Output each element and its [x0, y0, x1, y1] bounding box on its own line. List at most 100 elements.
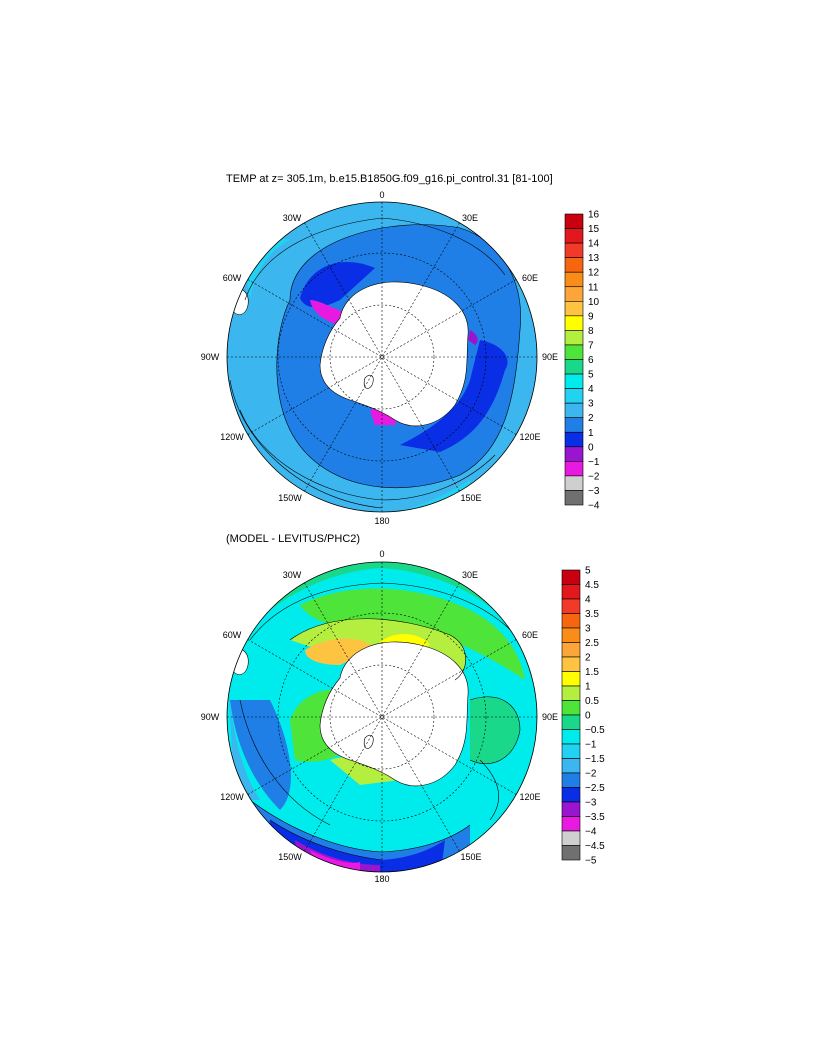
bottom-colorbar-swatch [561, 656, 581, 672]
top-label-150e: 150E [460, 493, 481, 503]
top-label-120e: 120E [519, 432, 540, 442]
bottom-colorbar-swatch [561, 671, 581, 687]
top-colorbar-tick-label: −4 [588, 501, 600, 512]
bottom-colorbar-swatch [561, 830, 581, 846]
bottom-map-title: (MODEL - LEVITUS/PHC2) [226, 533, 361, 545]
top-map-title: TEMP at z= 305.1m, b.e15.B1850G.f09_g16.… [226, 173, 553, 185]
top-label-0: 0 [379, 190, 384, 200]
bottom-colorbar-tick-label: 0 [585, 711, 591, 722]
top-label-120w: 120W [220, 432, 244, 442]
top-colorbar-swatch [564, 242, 584, 258]
top-colorbar-tick-label: −1 [588, 457, 600, 468]
top-label-30w: 30W [283, 213, 302, 223]
bottom-colorbar-tick-label: 4.5 [585, 580, 599, 591]
top-colorbar-swatch [564, 388, 584, 404]
bottom-colorbar-swatch [561, 758, 581, 774]
bottom-label-180: 180 [374, 874, 389, 884]
bottom-label-120e: 120E [519, 792, 540, 802]
bottom-colorbar-tick-label: 2.5 [585, 638, 599, 649]
bottom-colorbar-tick-label: 2 [585, 653, 591, 664]
top-polar-map [226, 201, 538, 513]
bottom-colorbar-swatch [561, 845, 581, 861]
bottom-label-30w: 30W [283, 570, 302, 580]
top-colorbar-swatch [564, 271, 584, 288]
bottom-colorbar-tick-label: 5 [585, 566, 591, 577]
bottom-colorbar-swatch [561, 700, 581, 716]
bottom-colorbar-tick-label: 1.5 [585, 667, 599, 678]
bottom-colorbar-tick-label: −3.5 [585, 812, 605, 823]
top-colorbar-swatch [564, 417, 584, 433]
top-colorbar-tick-label: 3 [588, 399, 594, 410]
top-label-150w: 150W [278, 493, 302, 503]
bottom-colorbar-tick-label: −5 [585, 856, 597, 867]
top-colorbar-swatch [564, 300, 584, 317]
top-colorbar-swatch [564, 257, 584, 273]
top-colorbar-tick-label: −2 [588, 471, 600, 482]
bottom-colorbar-swatch [561, 772, 581, 788]
top-colorbar-swatch [564, 475, 584, 491]
bottom-colorbar-tick-label: −0.5 [585, 725, 605, 736]
bottom-colorbar-tick-label: 0.5 [585, 696, 599, 707]
top-colorbar-tick-label: 9 [588, 311, 594, 322]
top-colorbar-tick-label: 10 [588, 297, 600, 308]
bottom-colorbar-swatch [561, 642, 581, 658]
top-colorbar-swatch [564, 446, 584, 462]
bottom-label-0: 0 [379, 549, 384, 559]
top-colorbar-swatch [564, 286, 584, 302]
bottom-colorbar-swatch [561, 801, 581, 817]
bottom-colorbar-tick-label: −2 [585, 769, 597, 780]
bottom-label-150e: 150E [460, 852, 481, 862]
top-colorbar-tick-label: 6 [588, 355, 594, 366]
top-colorbar-swatch [564, 373, 584, 389]
top-label-60e: 60E [522, 273, 538, 283]
bottom-colorbar-tick-label: 3 [585, 624, 591, 635]
top-colorbar-tick-label: 14 [588, 239, 600, 250]
top-label-90w: 90W [201, 352, 220, 362]
bottom-colorbar-tick-label: 4 [585, 595, 591, 606]
bottom-label-150w: 150W [278, 852, 302, 862]
top-colorbar-tick-label: 1 [588, 428, 594, 439]
top-colorbar-tick-label: 11 [588, 282, 599, 293]
top-colorbar-swatch [564, 228, 584, 244]
bottom-colorbar-tick-label: −1.5 [585, 754, 605, 765]
top-colorbar-tick-label: 8 [588, 326, 594, 337]
bottom-colorbar-swatch [561, 627, 581, 643]
top-colorbar-swatch [564, 330, 584, 346]
bottom-colorbar-tick-label: −2.5 [585, 783, 605, 794]
bottom-colorbar-swatch [561, 816, 581, 832]
top-colorbar-swatch [564, 431, 584, 448]
bottom-colorbar-swatch [561, 729, 581, 745]
bottom-colorbar-tick-label: −3 [585, 798, 597, 809]
bottom-colorbar-swatch [561, 569, 581, 585]
bottom-colorbar-swatch [561, 714, 581, 730]
top-colorbar-tick-label: 12 [588, 268, 600, 279]
bottom-polar-map [226, 561, 538, 873]
top-colorbar-tick-label: 13 [588, 253, 600, 264]
bottom-colorbar-tick-label: −4 [585, 827, 597, 838]
bottom-label-90w: 90W [201, 712, 220, 722]
top-colorbar-swatch [564, 213, 584, 229]
top-label-180: 180 [374, 516, 389, 526]
top-colorbar-swatch [564, 359, 584, 375]
bottom-colorbar-tick-label: 1 [585, 682, 591, 693]
top-colorbar-tick-label: 16 [588, 210, 600, 221]
bottom-label-60w: 60W [223, 630, 242, 640]
bottom-colorbar-tick-label: −4.5 [585, 841, 605, 852]
top-colorbar-tick-label: 15 [588, 224, 600, 235]
bottom-colorbar-swatch [561, 787, 581, 803]
top-colorbar-tick-label: −3 [588, 486, 600, 497]
bottom-label-90e: 90E [542, 712, 558, 722]
top-colorbar-tick-label: 2 [588, 413, 594, 424]
bottom-colorbar-swatch [561, 685, 581, 701]
top-colorbar-tick-label: 4 [588, 384, 594, 395]
top-label-60w: 60W [223, 273, 242, 283]
top-colorbar-swatch [564, 461, 584, 477]
bottom-label-30e: 30E [462, 570, 478, 580]
top-label-30e: 30E [462, 213, 478, 223]
bottom-colorbar-swatch [561, 743, 581, 759]
bottom-colorbar-swatch [561, 584, 581, 600]
top-colorbar-swatch [564, 344, 584, 360]
top-colorbar-swatch [564, 490, 584, 506]
bottom-colorbar-swatch [561, 613, 581, 629]
